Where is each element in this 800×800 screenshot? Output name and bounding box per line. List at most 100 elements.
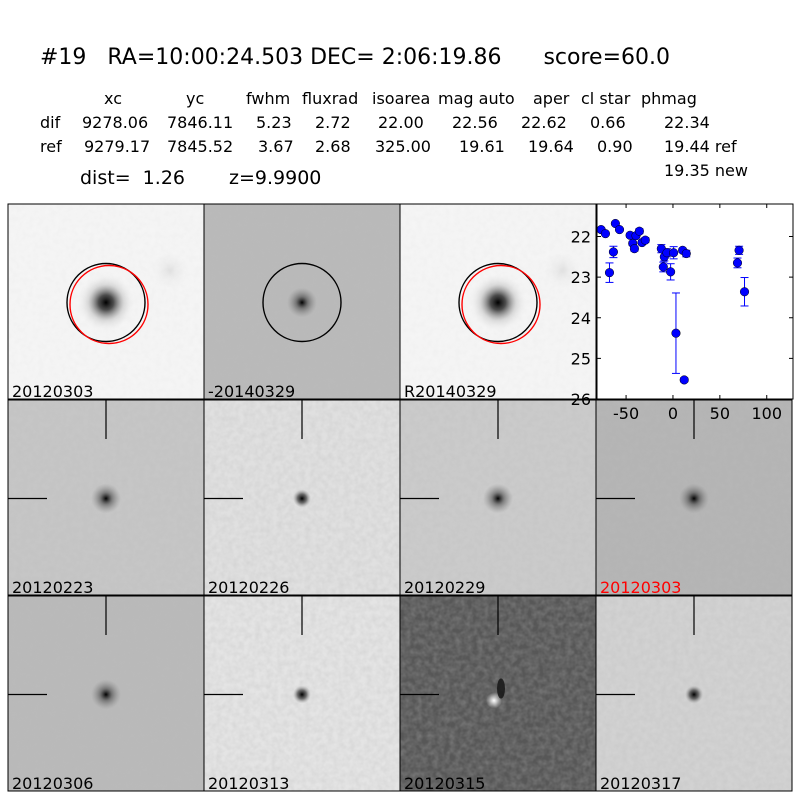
panel-frame [399,203,597,400]
panel-date-label: 20120315 [404,774,485,793]
black-aperture-circle [262,262,342,343]
panel-date-label: 20120306 [12,774,93,793]
data-point [669,248,679,258]
z-value: z=9.9900 [229,167,321,189]
cutout-panel: 20120317 [595,595,793,793]
residual-negative [497,678,505,699]
data-point [634,226,644,236]
y-tick-label: 23 [571,268,591,287]
data-point [681,249,691,259]
x-tick-label: 100 [751,404,782,423]
ref-fwhm: 3.67 [258,137,294,156]
cutout-panel: 20120313 [203,595,401,793]
cutout-panel: 20120303 [7,203,205,401]
star-source [468,272,528,333]
red-aperture-circle [69,264,149,345]
col-header-mag-auto: mag auto [438,89,515,108]
ref-mag-auto: 19.61 [459,137,505,156]
data-point [734,245,744,255]
cutout-panel: 20120303 [595,399,793,597]
y-tick-label: 26 [571,390,591,409]
lightcurve-plot: -50 0 50 100 22 23 24 25 26 [571,203,794,423]
panel-frame [595,595,793,792]
col-header-fluxrad: fluxrad [302,89,358,108]
star-source [287,287,317,318]
x-tick-label: -50 [613,404,639,423]
ref-phmag: 19.44 ref [664,137,737,156]
data-point [739,287,750,297]
star-source [91,483,121,514]
data-point [658,262,668,272]
cutout-panel: R20140329 [399,203,597,401]
x-tick-label: 50 [710,404,730,423]
panel-date-label: R20140329 [404,382,497,401]
col-header-isoarea: isoarea [372,89,430,108]
ref-fluxrad: 2.68 [315,137,351,156]
dif-fwhm: 5.23 [256,113,292,132]
ref-yc: 7845.52 [167,137,233,156]
row-label-dif: dif [40,113,61,132]
cutout-panels: 20120303 -20140329 R20140329 20120223 201202… [7,203,793,793]
col-header-yc: yc [186,89,204,108]
panel-date-label: 20120317 [600,774,681,793]
y-tick-label: 22 [571,228,591,247]
col-header-phmag: phmag [641,89,697,108]
plot-frame [596,203,794,400]
faint-neighbor [152,252,188,289]
y-tick-label: 24 [571,309,591,328]
black-aperture-circle [458,262,538,343]
star-source [293,489,311,508]
figure-title: #19 RA=10:00:24.503 DEC= 2:06:19.86 scor… [40,45,670,70]
row-label-ref: ref [40,137,62,156]
cutout-panel: 20120229 [399,399,597,597]
panel-date-label: 20120303 [12,382,93,401]
phmag-new: 19.35 new [664,161,748,180]
star-source [293,685,311,704]
cutout-panel: 20120226 [203,399,401,597]
black-aperture-circle [66,262,146,343]
data-point [732,258,743,268]
star-source [483,483,513,514]
dif-yc: 7846.11 [167,113,233,132]
dist-value: dist= 1.26 [80,167,185,189]
star-source [76,272,136,333]
data-point [671,328,681,338]
panel-date-label: 20120223 [12,578,93,597]
dif-cl-star: 0.66 [590,113,626,132]
panel-frame [595,399,793,596]
faint-neighbor [544,252,580,289]
dif-xc: 9278.06 [82,113,148,132]
cutout-panel: 20120315 [399,595,597,793]
stats-table: xc yc fwhm fluxrad isoarea mag auto aper… [40,89,748,189]
ref-isoarea: 325.00 [375,137,431,156]
star-source [685,685,703,704]
ref-cl-star: 0.90 [597,137,633,156]
x-tick-label: 0 [668,404,678,423]
data-point [666,267,676,277]
dif-aper: 22.62 [521,113,567,132]
panel-date-label: 20120229 [404,578,485,597]
data-point [604,268,615,278]
dif-phmag: 22.34 [664,113,710,132]
data-point [640,235,650,245]
dif-fluxrad: 2.72 [315,113,351,132]
star-source [679,483,709,514]
col-header-cl-star: cl star [581,89,631,108]
ref-aper: 19.64 [528,137,574,156]
cutout-panel: 20120223 [7,399,205,597]
ref-xc: 9279.17 [84,137,150,156]
data-point [629,244,639,254]
col-header-xc: xc [104,89,122,108]
dif-isoarea: 22.00 [378,113,424,132]
panel-date-label: 20120303 [600,578,681,597]
data-point [608,247,618,257]
cutout-panel: 20120306 [7,595,205,793]
panel-date-label: 20120226 [208,578,289,597]
col-header-fwhm: fwhm [246,89,290,108]
data-point [614,225,625,235]
panel-date-label: -20140329 [208,382,295,401]
data-point [679,375,689,385]
residual-positive [486,692,502,709]
data-point [600,229,610,239]
